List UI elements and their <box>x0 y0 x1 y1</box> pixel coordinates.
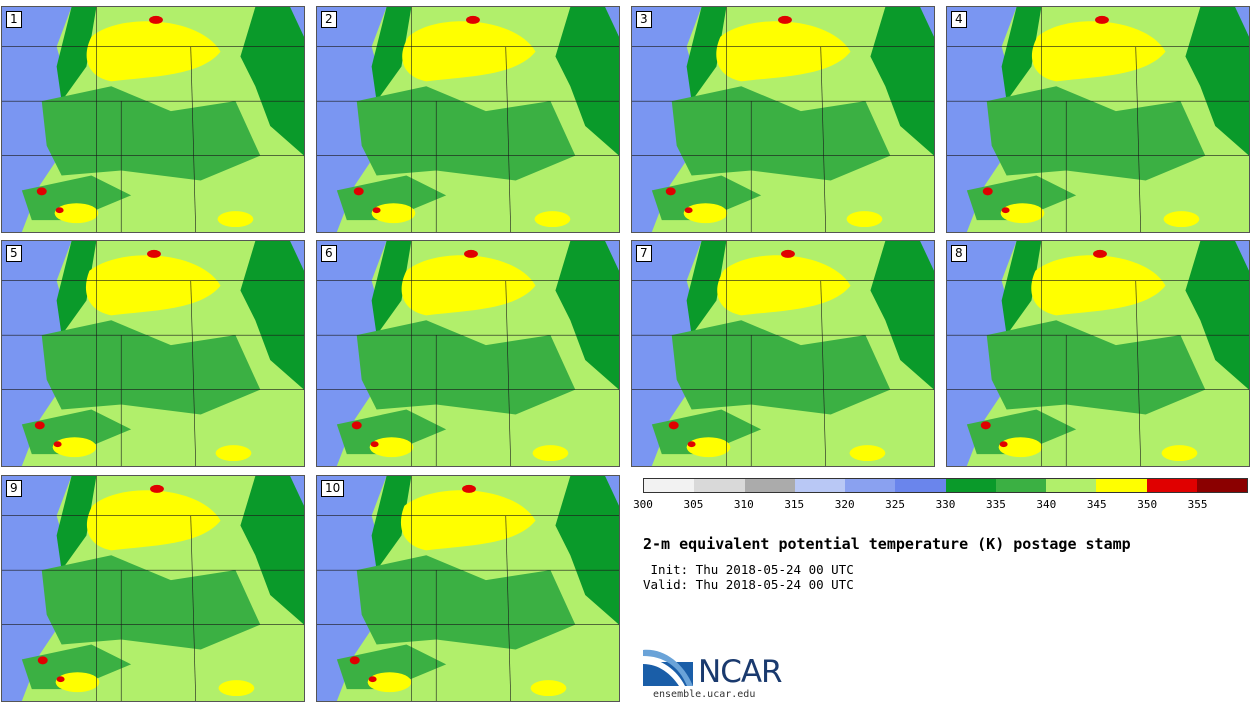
map-field <box>2 7 304 232</box>
colorbar-tick: 335 <box>985 498 1006 511</box>
ensemble-member-panel-9[interactable]: 9 <box>1 475 305 702</box>
member-label: 7 <box>636 245 652 262</box>
logo-name: NCAR <box>698 654 783 690</box>
ensemble-member-panel-5[interactable]: 5 <box>1 240 305 467</box>
ensemble-member-panel-7[interactable]: 7 <box>631 240 935 467</box>
member-label: 8 <box>951 245 967 262</box>
colorbar-tick: 340 <box>1036 498 1057 511</box>
ensemble-member-panel-6[interactable]: 6 <box>316 240 620 467</box>
ensemble-member-panel-3[interactable]: 3 <box>631 6 935 233</box>
colorbar-segment <box>694 479 745 492</box>
ensemble-member-panel-10[interactable]: 10 <box>316 475 620 702</box>
colorbar-segment <box>794 479 845 492</box>
colorbar-segment <box>744 479 795 492</box>
colorbar-segment <box>895 479 946 492</box>
colorbar-tick: 320 <box>834 498 855 511</box>
member-label: 10 <box>321 480 345 497</box>
colorbar-tick: 305 <box>683 498 704 511</box>
map-field <box>632 7 934 232</box>
map-field <box>317 7 619 232</box>
ensemble-member-panel-2[interactable]: 2 <box>316 6 620 233</box>
member-label: 6 <box>321 245 337 262</box>
colorbar-segment <box>644 479 695 492</box>
colorbar-segment <box>1146 479 1197 492</box>
colorbar-segment <box>1046 479 1097 492</box>
colorbar-tick: 315 <box>784 498 805 511</box>
map-field <box>632 241 934 466</box>
member-label: 2 <box>321 11 337 28</box>
colorbar-tick: 325 <box>885 498 906 511</box>
colorbar-tick: 350 <box>1137 498 1158 511</box>
ensemble-member-panel-8[interactable]: 8 <box>946 240 1250 467</box>
colorbar-segment <box>1096 479 1147 492</box>
colorbar-tick-labels: 300 305 310 315 320 325 330 335 340 345 350 355 <box>633 498 1248 514</box>
ensemble-member-panel-4[interactable]: 4 <box>946 6 1250 233</box>
colorbar-tick: 355 <box>1187 498 1208 511</box>
colorbar-segment <box>845 479 896 492</box>
map-field <box>317 241 619 466</box>
map-field <box>947 241 1249 466</box>
map-field <box>2 476 304 701</box>
colorbar-segment <box>945 479 996 492</box>
member-label: 5 <box>6 245 22 262</box>
ensemble-member-panel-1[interactable]: 1 <box>1 6 305 233</box>
colorbar-tick: 345 <box>1086 498 1107 511</box>
colorbar-tick: 300 <box>633 498 653 511</box>
valid-time: Valid: Thu 2018-05-24 00 UTC <box>643 577 854 592</box>
colorbar-segment <box>1196 479 1247 492</box>
plot-title: 2-m equivalent potential temperature (K)… <box>643 535 1131 553</box>
ncar-logo-icon <box>643 649 693 686</box>
member-label: 1 <box>6 11 22 28</box>
member-label: 3 <box>636 11 652 28</box>
colorbar-segment <box>995 479 1046 492</box>
member-label: 4 <box>951 11 967 28</box>
member-label: 9 <box>6 480 22 497</box>
map-field <box>2 241 304 466</box>
logo-url: ensemble.ucar.edu <box>653 689 756 700</box>
colorbar-tick: 310 <box>733 498 754 511</box>
colorbar-tick: 330 <box>935 498 956 511</box>
map-field <box>947 7 1249 232</box>
init-time: Init: Thu 2018-05-24 00 UTC <box>643 562 854 577</box>
colorbar <box>643 478 1248 493</box>
map-field <box>317 476 619 701</box>
